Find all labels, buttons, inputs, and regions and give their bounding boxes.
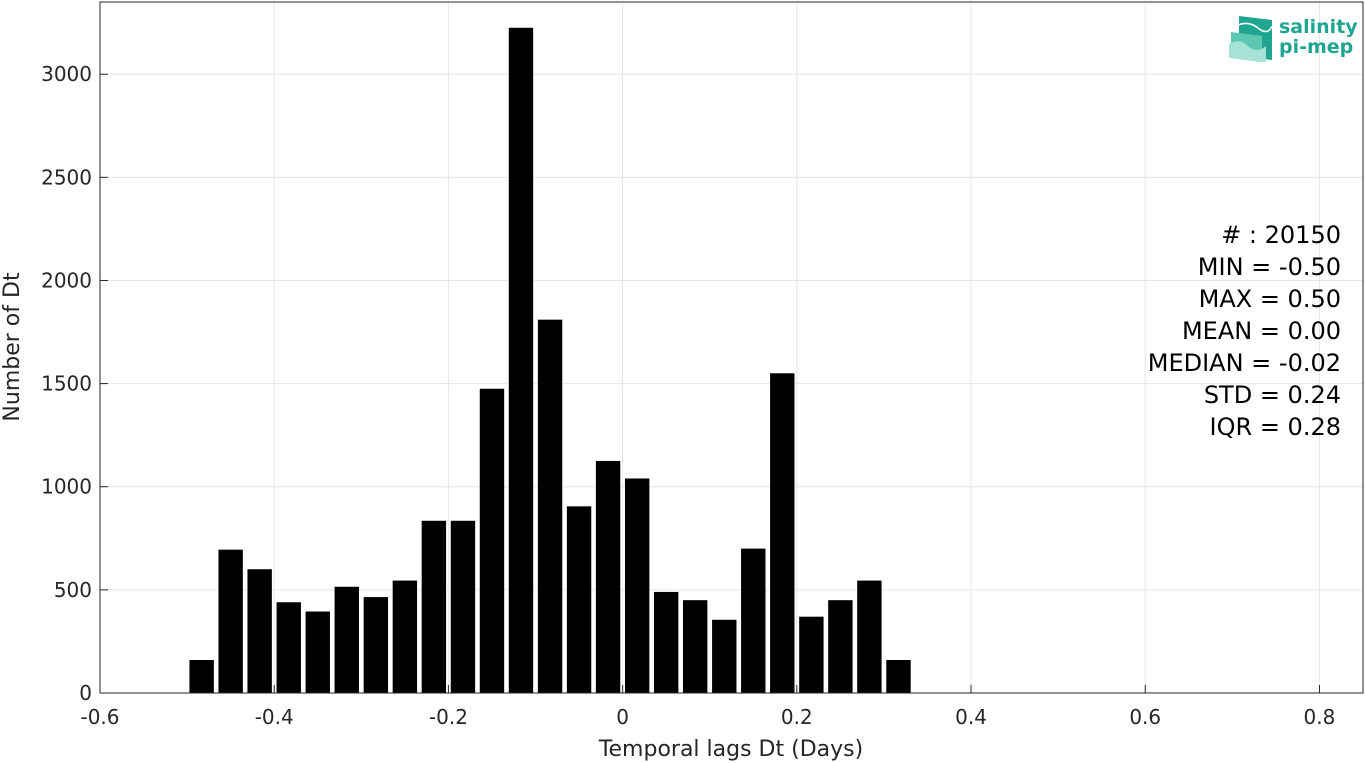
stats-line: MEAN = 0.00 [1182, 317, 1341, 345]
histogram-bar [450, 520, 476, 693]
stats-line: MAX = 0.50 [1199, 285, 1341, 313]
grid-lines [99, 2, 1363, 694]
stats-annotation: # : 20150 MIN = -0.50 MAX = 0.50 MEAN = 0.0… [1148, 221, 1341, 441]
logo-text-line2: pi-mep [1279, 36, 1353, 58]
histogram-bar [624, 478, 650, 693]
histogram-bar [276, 602, 301, 693]
x-tick-label: -0.4 [255, 705, 294, 729]
plot-frame [99, 1, 1364, 694]
x-axis-ticks: -0.6 -0.4 -0.2 0 0.2 0.4 0.6 0.8 [80, 685, 1335, 729]
histogram-bar [247, 569, 272, 693]
stats-line: # : 20150 [1221, 221, 1341, 249]
histogram-bar [218, 549, 243, 693]
histogram-bar [682, 600, 708, 693]
histogram-bar [799, 616, 824, 693]
x-tick-label: 0.4 [955, 705, 987, 729]
histogram-bar [712, 619, 737, 693]
histogram-bar [828, 600, 853, 693]
stats-line: MIN = -0.50 [1198, 253, 1341, 281]
histogram-bar [857, 580, 882, 693]
x-tick-label: -0.2 [429, 705, 468, 729]
stats-line: IQR = 0.28 [1210, 413, 1341, 441]
x-tick-label: 0.8 [1304, 705, 1336, 729]
histogram-bar [363, 597, 389, 693]
histogram-bar [886, 659, 911, 693]
x-tick-label: 0.2 [781, 705, 813, 729]
salinity-pi-mep-logo: salinity pi-mep [1229, 16, 1358, 62]
histogram-bar [479, 388, 505, 693]
histogram-bar [537, 319, 563, 693]
histogram-bar [392, 580, 418, 693]
histogram-bar [566, 506, 592, 693]
x-tick-label: 0 [616, 705, 629, 729]
stats-line: STD = 0.24 [1204, 381, 1341, 409]
plot-background [100, 2, 1363, 693]
histogram-bar [334, 586, 359, 693]
histogram-bar [741, 548, 766, 693]
y-tick-label: 0 [79, 681, 92, 705]
x-tick-label: -0.6 [80, 705, 119, 729]
y-axis-label: Number of Dt [0, 272, 25, 422]
y-tick-label: 1500 [41, 372, 92, 396]
y-tick-label: 2500 [41, 165, 92, 189]
y-axis-ticks: 0 500 1000 1500 2000 2500 3000 [41, 62, 108, 705]
histogram-bar [770, 373, 795, 693]
histogram-bar [595, 460, 621, 693]
y-tick-label: 2000 [41, 268, 92, 292]
histogram-bar [653, 591, 679, 693]
histogram-bar [305, 611, 330, 693]
x-axis-label: Temporal lags Dt (Days) [598, 737, 863, 762]
y-tick-label: 3000 [41, 62, 92, 86]
logo-wave-icon [1229, 16, 1273, 62]
histogram-bar [508, 27, 534, 694]
x-tick-label: 0.6 [1129, 705, 1161, 729]
histogram-bar [421, 520, 447, 693]
y-tick-label: 500 [54, 578, 92, 602]
bars [189, 27, 911, 694]
stats-line: MEDIAN = -0.02 [1148, 349, 1341, 377]
y-tick-label: 1000 [41, 475, 92, 499]
histogram-bar [189, 659, 214, 693]
logo-text-line1: salinity [1279, 16, 1358, 38]
